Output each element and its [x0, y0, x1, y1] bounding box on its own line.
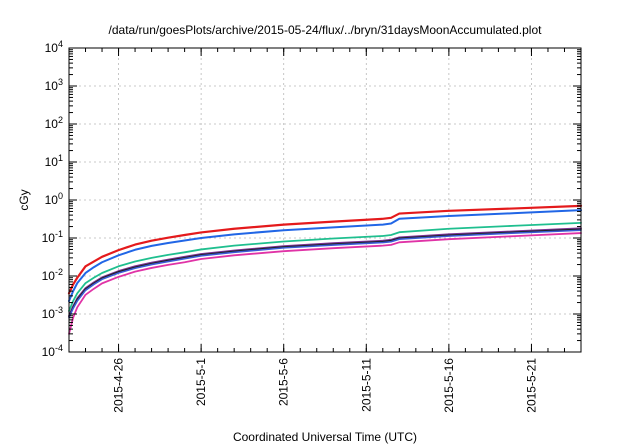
y-tick-label: 10-4: [42, 343, 63, 359]
x-tick-label: 2015-5-11: [359, 358, 373, 412]
grid: [69, 48, 581, 352]
series-line-1: [67, 204, 583, 295]
series-line-3: [68, 221, 582, 312]
y-tick-label: 103: [45, 77, 63, 93]
y-tick-label: 100: [45, 191, 63, 207]
x-tick-label: 2015-5-21: [524, 358, 538, 413]
series-line-5: [68, 228, 582, 318]
x-axis-label: Coordinated Universal Time (UTC): [233, 430, 417, 444]
ticks: [69, 47, 581, 353]
y-tick-label: 10-3: [42, 305, 63, 321]
x-tick-label: 2015-5-16: [442, 358, 456, 413]
x-tick-label: 2015-5-6: [277, 358, 291, 406]
y-axis-label: cGy: [17, 189, 31, 210]
series-line-6: [68, 229, 582, 319]
x-tick-labels: 2015-4-26 2015-5-1 2015-5-6 2015-5-11 2015-5…: [112, 358, 539, 413]
chart-title: /data/run/goesPlots/archive/2015-05-24/f…: [109, 23, 543, 37]
series-line-4: [68, 227, 582, 317]
y-tick-label: 102: [45, 115, 63, 131]
y-tick-label: 101: [45, 153, 63, 169]
series-layer: [67, 204, 583, 335]
y-tick-label: 104: [45, 39, 63, 55]
y-tick-label: 10-1: [42, 229, 63, 245]
series-line-2: [68, 209, 582, 302]
y-tick-labels: 10-4 10-3 10-2 10-1 100 101 102 103 104: [42, 39, 63, 359]
x-tick-label: 2015-4-26: [112, 358, 126, 413]
series-line-7: [68, 232, 582, 335]
y-tick-label: 10-2: [42, 267, 63, 283]
x-tick-label: 2015-5-1: [194, 358, 208, 406]
